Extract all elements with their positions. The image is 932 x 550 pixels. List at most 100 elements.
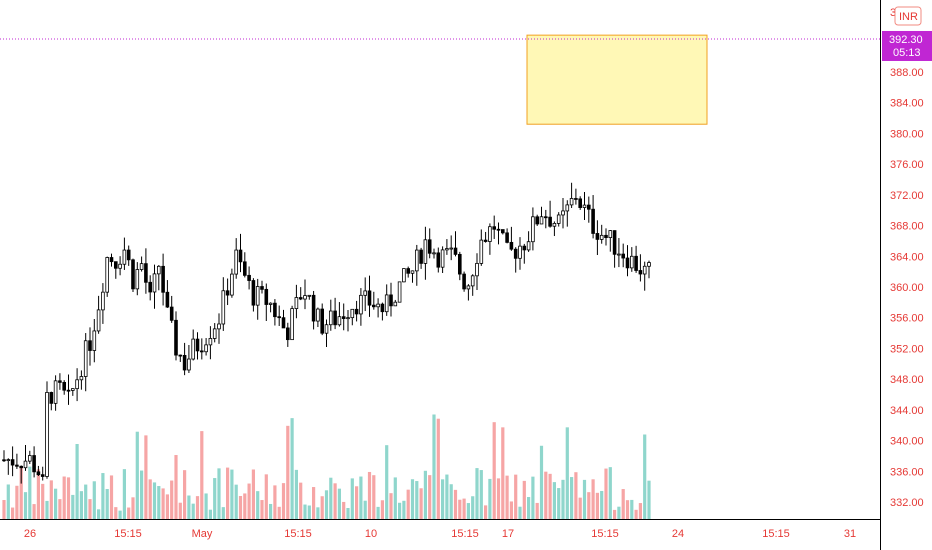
- volume-bar: [329, 477, 333, 519]
- candle: [440, 246, 445, 274]
- candle-body: [518, 245, 522, 259]
- volume-bar: [247, 483, 251, 519]
- volume-bar: [419, 488, 423, 519]
- y-tick-label: 348.00: [890, 374, 924, 386]
- volume-bar: [342, 501, 346, 519]
- volume-bar: [23, 492, 28, 519]
- candle-body: [187, 358, 191, 371]
- volume-bar: [501, 427, 505, 519]
- volume-bar: [41, 483, 45, 519]
- volume-bar: [11, 507, 15, 519]
- candle-body: [634, 255, 638, 271]
- candle-body: [290, 308, 294, 341]
- candle-body: [40, 474, 45, 477]
- candle-body: [612, 230, 617, 255]
- volume-bar: [122, 469, 126, 519]
- chart-overlays: [0, 34, 880, 125]
- candle: [582, 192, 587, 220]
- volume-bar: [402, 500, 406, 519]
- candle-body: [114, 261, 118, 269]
- volume-bar: [109, 475, 114, 519]
- candle-body: [397, 281, 402, 303]
- volume-bar: [15, 485, 19, 519]
- volume-bar: [234, 484, 238, 519]
- volume-bar: [316, 507, 320, 519]
- volume-bar: [621, 489, 625, 519]
- candle-body: [247, 274, 251, 281]
- volume-bar: [505, 475, 509, 519]
- candle-body: [587, 204, 591, 210]
- candle: [548, 200, 552, 228]
- candle-body: [630, 255, 634, 269]
- candle-body: [88, 340, 92, 351]
- volume-bar: [630, 499, 634, 519]
- candle-body: [617, 253, 621, 256]
- price-tag-box: [882, 30, 932, 61]
- y-tick-label: 384.00: [890, 98, 924, 110]
- candle-body: [526, 241, 531, 251]
- candle-body: [178, 354, 183, 357]
- volume-bar: [518, 506, 522, 519]
- volume-bar: [217, 468, 221, 519]
- volume-bar: [208, 509, 212, 519]
- volume-bar: [346, 507, 350, 519]
- volume-bar: [591, 479, 595, 519]
- candle-body: [328, 310, 333, 326]
- candle-body: [582, 204, 587, 208]
- candle: [255, 278, 260, 320]
- candle: [311, 290, 316, 330]
- candle: [247, 266, 251, 290]
- candle-body: [27, 455, 32, 462]
- candle: [505, 228, 509, 244]
- volume-bar: [114, 507, 118, 519]
- candle: [139, 256, 144, 272]
- candle: [625, 245, 630, 277]
- volume-bar: [58, 499, 62, 519]
- volume-bar: [251, 469, 255, 519]
- candle: [204, 338, 208, 356]
- candle-body: [453, 247, 458, 255]
- candle: [574, 188, 578, 205]
- candle-body: [565, 204, 570, 212]
- candle-body: [126, 249, 131, 261]
- candle-body: [217, 323, 221, 330]
- candle: [273, 299, 277, 326]
- volume-bar: [514, 474, 518, 519]
- y-tick-label: 368.00: [890, 221, 924, 233]
- volume-bar: [449, 484, 453, 519]
- candle-body: [285, 327, 290, 341]
- candle-body: [182, 354, 187, 371]
- candle-body: [277, 316, 281, 319]
- candle-body: [66, 389, 71, 392]
- candle: [303, 279, 307, 310]
- volume-bar: [152, 482, 157, 519]
- volume-bar: [389, 493, 393, 519]
- volume-bar: [238, 495, 243, 519]
- candle-body: [359, 294, 363, 315]
- candle-body: [53, 380, 58, 404]
- candle-body: [101, 291, 105, 311]
- volume-bar: [264, 474, 268, 519]
- candle-body: [380, 303, 385, 313]
- candle: [79, 370, 84, 390]
- candle: [328, 299, 333, 331]
- volume-bar: [574, 472, 578, 519]
- candle-body: [230, 273, 234, 296]
- volume-bar: [256, 491, 260, 519]
- candle-body: [221, 290, 226, 325]
- volume-bar: [187, 495, 191, 519]
- candle: [346, 309, 350, 332]
- candle-body: [376, 303, 380, 308]
- volume-bar: [617, 506, 621, 519]
- y-tick-label: 332.00: [890, 497, 924, 509]
- candle-body: [569, 198, 574, 206]
- y-tick-label: 356.00: [890, 313, 924, 325]
- y-tick-label: 360.00: [890, 282, 924, 294]
- volume-bar: [441, 479, 445, 519]
- volume-bar: [221, 507, 225, 519]
- candle-body: [191, 338, 196, 360]
- volume-bar: [548, 473, 552, 519]
- candle: [630, 247, 634, 272]
- candle-body: [45, 392, 49, 477]
- volume-bar: [337, 488, 341, 519]
